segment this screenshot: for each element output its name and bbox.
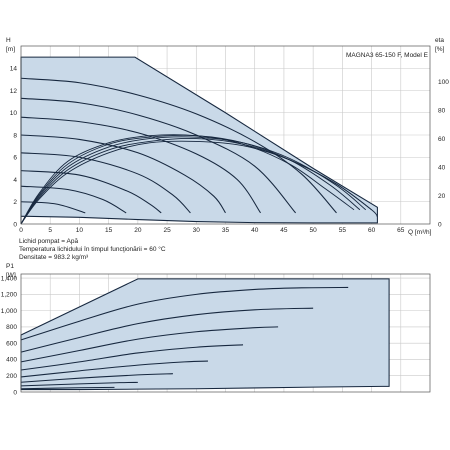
- efficiency-tick-label: 20: [438, 193, 446, 200]
- head-tick-label: 8: [13, 132, 17, 139]
- efficiency-curve-5: [20, 134, 355, 225]
- chart-title: MAGNA3 65-150 F, Model E: [346, 52, 429, 59]
- power-tick-label: 1,400: [1, 275, 18, 282]
- power-curve-6: [20, 373, 173, 383]
- efficiency-tick-label: 100: [438, 79, 449, 86]
- density-note: Densitate = 983.2 kg/m³: [19, 254, 89, 261]
- head-tick-label: 12: [10, 88, 18, 95]
- flow-tick-label: 65: [397, 227, 405, 234]
- head-chart: 0 5 10 15 20 25 30 35 40 45 50 55 60 65 0 2 4 6 8 10 12 14 0…: [6, 37, 449, 261]
- efficiency-curve-4: [20, 134, 361, 225]
- head-envelope: [20, 56, 378, 224]
- power-chart-frame: [20, 273, 431, 393]
- power-envelope: [20, 278, 390, 391]
- power-curve-7: [20, 381, 138, 387]
- head-operating-envelope: [20, 56, 378, 224]
- efficiency-tick-label: 60: [438, 136, 446, 143]
- flow-tick-label: 50: [310, 227, 318, 234]
- head-curve-3: [20, 116, 261, 214]
- power-curve-5: [20, 360, 208, 378]
- head-axis-unit: [m]: [6, 46, 15, 53]
- efficiency-tick-label: 40: [438, 164, 446, 171]
- power-axis-label: P1: [6, 263, 14, 270]
- flow-tick-label: 40: [251, 227, 259, 234]
- flow-tick-label: 15: [105, 227, 113, 234]
- power-tick-label: 600: [6, 340, 17, 347]
- head-chart-frame: [20, 45, 431, 225]
- head-tick-label: 2: [13, 199, 17, 206]
- head-chart-y-ticks: 0 2 4 6 8 10 12 14: [10, 66, 18, 229]
- power-axis-unit: [W]: [6, 272, 16, 279]
- power-curve-2: [20, 307, 314, 353]
- head-curve-4: [20, 134, 226, 214]
- head-tick-label: 6: [13, 155, 17, 162]
- power-tick-label: 0: [13, 389, 17, 396]
- power-tick-label: 400: [6, 357, 17, 364]
- flow-tick-label: 25: [163, 227, 171, 234]
- head-curve-1: [20, 77, 337, 214]
- flow-tick-label: 30: [193, 227, 201, 234]
- power-tick-label: 1,000: [1, 308, 18, 315]
- power-curve-1: [20, 286, 349, 341]
- flow-tick-label: 0: [19, 227, 23, 234]
- head-chart-x-ticks: 0 5 10 15 20 25 30 35 40 45 50 55 60 65: [19, 227, 405, 234]
- efficiency-axis-label: eta: [435, 37, 444, 44]
- flow-tick-label: 55: [339, 227, 347, 234]
- head-tick-label: 14: [10, 66, 18, 73]
- power-tick-label: 1,200: [1, 292, 18, 299]
- power-tick-label: 800: [6, 324, 17, 331]
- power-curves: [20, 286, 349, 390]
- efficiency-curve-3: [20, 136, 367, 225]
- power-tick-label: 200: [6, 373, 17, 380]
- head-curve-5: [20, 152, 191, 214]
- head-curve-7: [20, 185, 127, 214]
- efficiency-axis-unit: [%]: [435, 46, 445, 53]
- flow-tick-label: 5: [48, 227, 52, 234]
- power-operating-envelope: [20, 278, 390, 391]
- head-curve-8: [20, 201, 86, 214]
- flow-tick-label: 35: [222, 227, 230, 234]
- power-curve-3: [20, 326, 279, 363]
- flow-tick-label: 45: [280, 227, 288, 234]
- power-chart: 0 200 400 600 800 1,000 1,200 1,400 P1 [W]: [1, 263, 431, 396]
- head-tick-label: 0: [13, 221, 17, 228]
- head-curves: [20, 77, 337, 214]
- flow-tick-label: 60: [368, 227, 376, 234]
- head-curve-2: [20, 97, 297, 214]
- flow-tick-label: 10: [76, 227, 84, 234]
- fluid-note: Lichid pompat = Apă: [19, 238, 78, 245]
- head-tick-label: 10: [10, 110, 18, 117]
- head-tick-label: 4: [13, 177, 17, 184]
- efficiency-tick-label: 0: [438, 221, 442, 228]
- power-chart-y-ticks: 0 200 400 600 800 1,000 1,200 1,400: [1, 275, 18, 396]
- efficiency-tick-label: 80: [438, 107, 446, 114]
- power-curve-4: [20, 344, 244, 371]
- flow-tick-label: 20: [134, 227, 142, 234]
- head-axis-label: H: [6, 37, 11, 44]
- temperature-note: Temperatura lichidului în timpul funcţio…: [19, 245, 166, 253]
- power-curve-8: [20, 386, 115, 390]
- flow-axis-label: Q [m³/h]: [408, 229, 432, 236]
- efficiency-curves: [20, 134, 378, 225]
- head-curve-6: [20, 170, 162, 214]
- efficiency-axis-ticks: 0 20 40 60 80 100: [438, 79, 449, 228]
